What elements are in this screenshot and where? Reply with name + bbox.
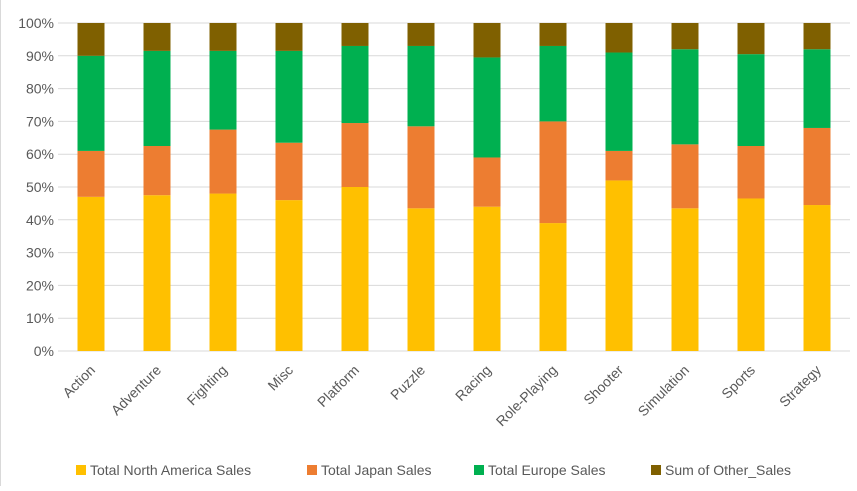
x-tick-label: Sports bbox=[718, 362, 758, 402]
legend-label: Sum of Other_Sales bbox=[665, 462, 791, 478]
legend-swatch bbox=[651, 465, 661, 475]
bar-segment bbox=[473, 157, 501, 207]
bar-segment bbox=[671, 49, 699, 145]
bar-segment bbox=[473, 23, 501, 58]
y-tick-label: 10% bbox=[26, 310, 54, 326]
x-tick-label: Action bbox=[59, 362, 98, 401]
x-tick-label: Simulation bbox=[635, 362, 693, 420]
bar-segment bbox=[209, 193, 237, 351]
bar-segment bbox=[275, 23, 303, 51]
bar-segment bbox=[803, 127, 831, 206]
y-tick-label: 50% bbox=[26, 179, 54, 195]
bar-segment bbox=[143, 50, 171, 146]
bar-segment bbox=[803, 205, 831, 351]
y-tick-label: 0% bbox=[34, 343, 54, 359]
bar-segment bbox=[143, 23, 171, 51]
x-tick-label: Adventure bbox=[108, 362, 165, 419]
bar-segment bbox=[275, 50, 303, 143]
bar-segment bbox=[77, 55, 105, 151]
bar-segment bbox=[737, 146, 765, 199]
bar-segment bbox=[77, 150, 105, 197]
bar-segment bbox=[341, 45, 369, 124]
legend-swatch bbox=[76, 465, 86, 475]
x-tick-label: Fighting bbox=[184, 362, 231, 409]
y-tick-label: 90% bbox=[26, 48, 54, 64]
bar-segment bbox=[275, 200, 303, 351]
x-tick-label: Role-Playing bbox=[493, 362, 560, 429]
legend-item: Sum of Other_Sales bbox=[651, 462, 791, 478]
bar-segment bbox=[605, 150, 633, 181]
y-tick-label: 40% bbox=[26, 212, 54, 228]
bar-segment bbox=[605, 23, 633, 53]
bar-segment bbox=[275, 142, 303, 201]
bar-segment bbox=[803, 49, 831, 128]
bar-segment bbox=[209, 50, 237, 130]
bar-segment bbox=[341, 23, 369, 46]
bar-segment bbox=[143, 195, 171, 351]
bar-segment bbox=[407, 208, 435, 351]
bar-segment bbox=[737, 198, 765, 351]
bar-segment bbox=[209, 23, 237, 51]
bar-segment bbox=[341, 123, 369, 187]
legend-item: Total North America Sales bbox=[76, 462, 251, 478]
bar-segment bbox=[605, 52, 633, 151]
x-tick-label: Strategy bbox=[776, 362, 824, 410]
bar-segment bbox=[407, 45, 435, 127]
bar-segment bbox=[341, 187, 369, 351]
x-tick-label: Platform bbox=[314, 362, 362, 410]
legend-label: Total Europe Sales bbox=[488, 462, 606, 478]
y-axis: 0% 10% 20% 30% 40% 50% 60% 70% 80% 90% 100% bbox=[18, 15, 54, 359]
bar-segment bbox=[737, 23, 765, 55]
bar-segment bbox=[671, 208, 699, 351]
legend-label: Total North America Sales bbox=[90, 462, 251, 478]
legend-swatch bbox=[307, 465, 317, 475]
x-tick-label: Misc bbox=[264, 362, 296, 394]
bar-segment bbox=[77, 23, 105, 56]
x-tick-label: Racing bbox=[452, 362, 494, 404]
legend: Total North America Sales Total Japan Sal… bbox=[76, 462, 791, 478]
bar-segment bbox=[473, 206, 501, 351]
y-tick-label: 100% bbox=[18, 15, 54, 31]
bar-segment bbox=[539, 223, 567, 351]
y-tick-label: 30% bbox=[26, 245, 54, 261]
y-tick-label: 70% bbox=[26, 113, 54, 129]
bar-segment bbox=[473, 57, 501, 158]
bar-segment bbox=[671, 23, 699, 50]
x-tick-label: Puzzle bbox=[387, 362, 428, 403]
bar-segment bbox=[671, 144, 699, 209]
bar-segment bbox=[605, 180, 633, 351]
left-border bbox=[0, 0, 1, 486]
legend-item: Total Europe Sales bbox=[474, 462, 606, 478]
bar-segment bbox=[539, 121, 567, 224]
bar-segment bbox=[143, 146, 171, 196]
x-axis: Action Adventure Fighting Misc Platform Puzzl… bbox=[59, 362, 824, 430]
bar-segment bbox=[737, 54, 765, 146]
bars bbox=[77, 23, 831, 351]
y-tick-label: 80% bbox=[26, 81, 54, 97]
bar-segment bbox=[407, 126, 435, 209]
y-tick-label: 20% bbox=[26, 277, 54, 293]
bar-segment bbox=[407, 23, 435, 46]
y-tick-label: 60% bbox=[26, 146, 54, 162]
x-tick-label: Shooter bbox=[580, 362, 626, 408]
bar-segment bbox=[77, 196, 105, 351]
legend-label: Total Japan Sales bbox=[321, 462, 432, 478]
bar-segment bbox=[539, 23, 567, 46]
legend-swatch bbox=[474, 465, 484, 475]
bar-segment bbox=[803, 23, 831, 50]
bar-segment bbox=[539, 45, 567, 122]
bar-segment bbox=[209, 129, 237, 194]
legend-item: Total Japan Sales bbox=[307, 462, 432, 478]
gridlines bbox=[58, 22, 850, 352]
